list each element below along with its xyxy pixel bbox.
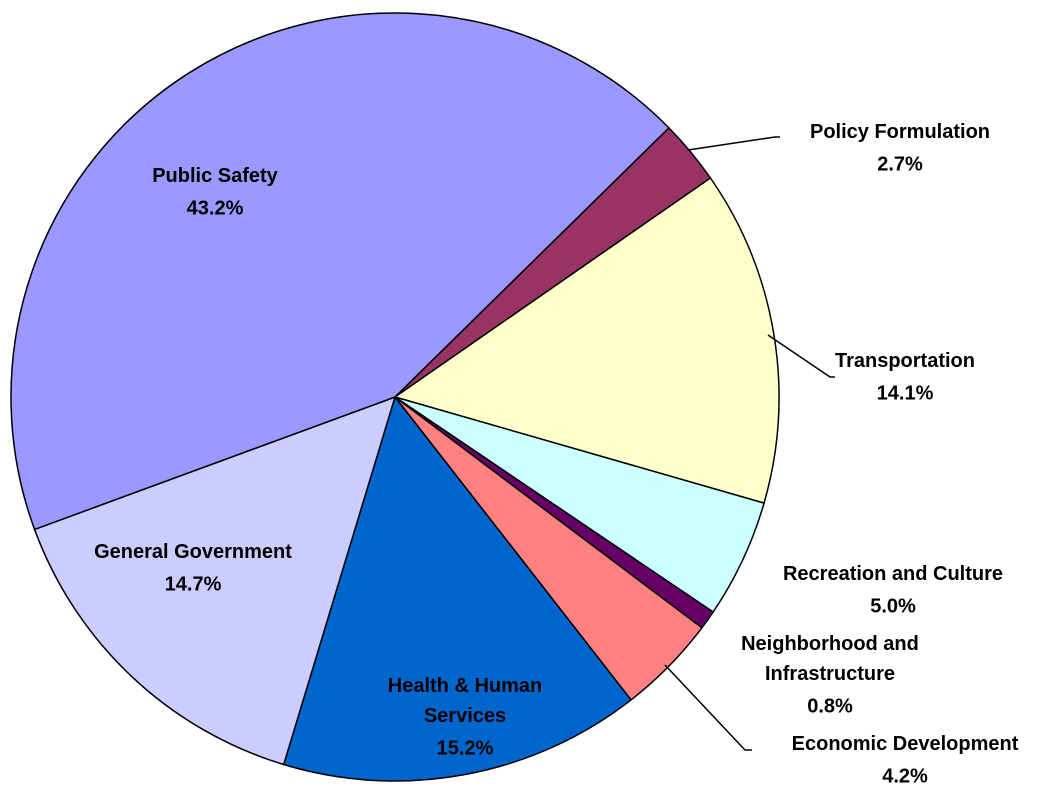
- slice-value-label: 43.2%: [187, 197, 244, 219]
- slice-label: Policy Formulation: [810, 121, 990, 143]
- slice-label: Public Safety: [152, 165, 278, 187]
- slice-value-label: 2.7%: [877, 153, 923, 175]
- slice-label: Economic Development: [792, 733, 1019, 755]
- slice-label: Neighborhood and Infrastructure: [741, 633, 919, 685]
- slice-value-label: 15.2%: [437, 737, 494, 759]
- slice-value-label: 14.1%: [877, 382, 934, 404]
- slice-label: Recreation and Culture: [783, 563, 1003, 585]
- slice-label: General Government: [94, 541, 292, 563]
- pie-slice: [282, 395, 633, 782]
- pie-slice: [10, 12, 670, 531]
- slice-value-label: 5.0%: [870, 595, 916, 617]
- leader-line: [687, 136, 780, 151]
- leader-line: [767, 334, 835, 378]
- slice-label: Health & Human Services: [388, 675, 542, 727]
- pie-slice: [33, 395, 397, 766]
- slice-value-label: 14.7%: [165, 573, 222, 595]
- slice-value-label: 4.2%: [882, 765, 928, 783]
- leader-line: [664, 664, 752, 751]
- slice-value-label: 0.8%: [807, 695, 853, 717]
- pie-slice: [393, 176, 780, 505]
- slice-label: Transportation: [835, 350, 975, 372]
